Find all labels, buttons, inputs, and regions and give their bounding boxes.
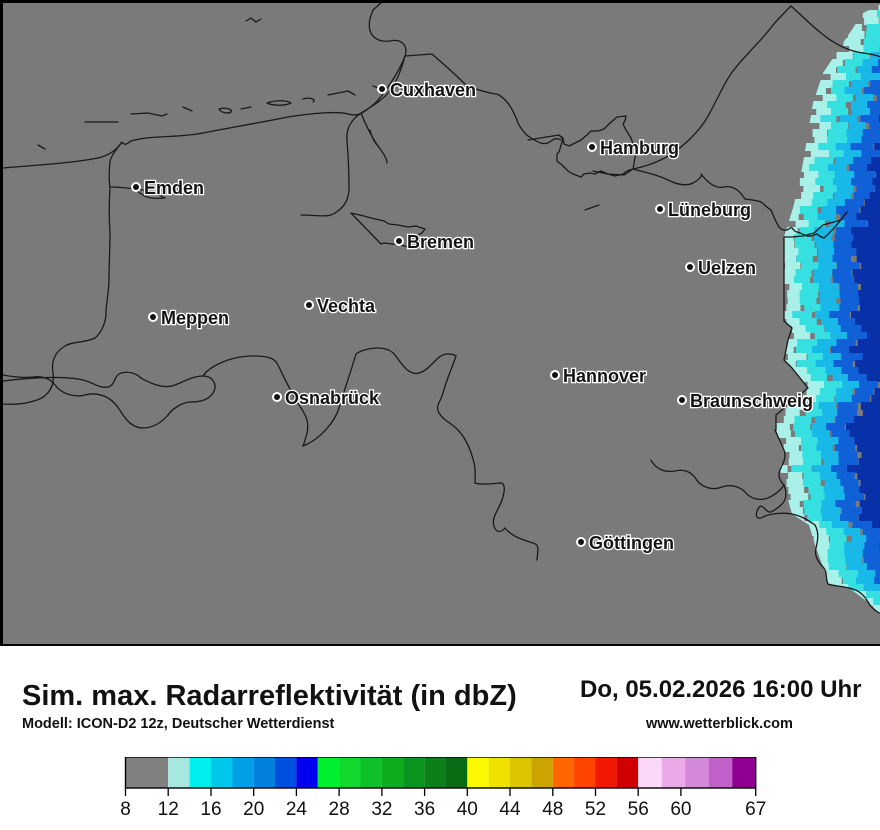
- svg-text:Uelzen: Uelzen: [698, 258, 756, 278]
- svg-text:36: 36: [414, 799, 435, 820]
- svg-text:12: 12: [158, 799, 179, 820]
- svg-text:60: 60: [670, 799, 691, 820]
- svg-text:Meppen: Meppen: [161, 308, 229, 328]
- svg-text:Hannover: Hannover: [563, 366, 646, 386]
- svg-text:40: 40: [457, 799, 478, 820]
- svg-text:Göttingen: Göttingen: [589, 533, 674, 553]
- svg-text:Vechta: Vechta: [317, 296, 376, 316]
- svg-text:Hamburg: Hamburg: [600, 138, 679, 158]
- svg-text:Lüneburg: Lüneburg: [668, 200, 751, 220]
- svg-text:20: 20: [243, 799, 264, 820]
- svg-text:67: 67: [745, 799, 766, 820]
- svg-text:52: 52: [585, 799, 606, 820]
- svg-text:28: 28: [329, 799, 350, 820]
- svg-text:24: 24: [286, 799, 308, 820]
- svg-text:56: 56: [628, 799, 649, 820]
- svg-text:32: 32: [371, 799, 392, 820]
- svg-text:Emden: Emden: [144, 178, 204, 198]
- svg-text:Bremen: Bremen: [407, 232, 474, 252]
- svg-text:44: 44: [499, 799, 521, 820]
- svg-text:Osnabrück: Osnabrück: [285, 388, 380, 408]
- svg-text:8: 8: [120, 799, 131, 820]
- svg-text:48: 48: [542, 799, 563, 820]
- svg-text:16: 16: [200, 799, 221, 820]
- svg-text:Cuxhaven: Cuxhaven: [390, 80, 476, 100]
- svg-text:Braunschweig: Braunschweig: [690, 391, 813, 411]
